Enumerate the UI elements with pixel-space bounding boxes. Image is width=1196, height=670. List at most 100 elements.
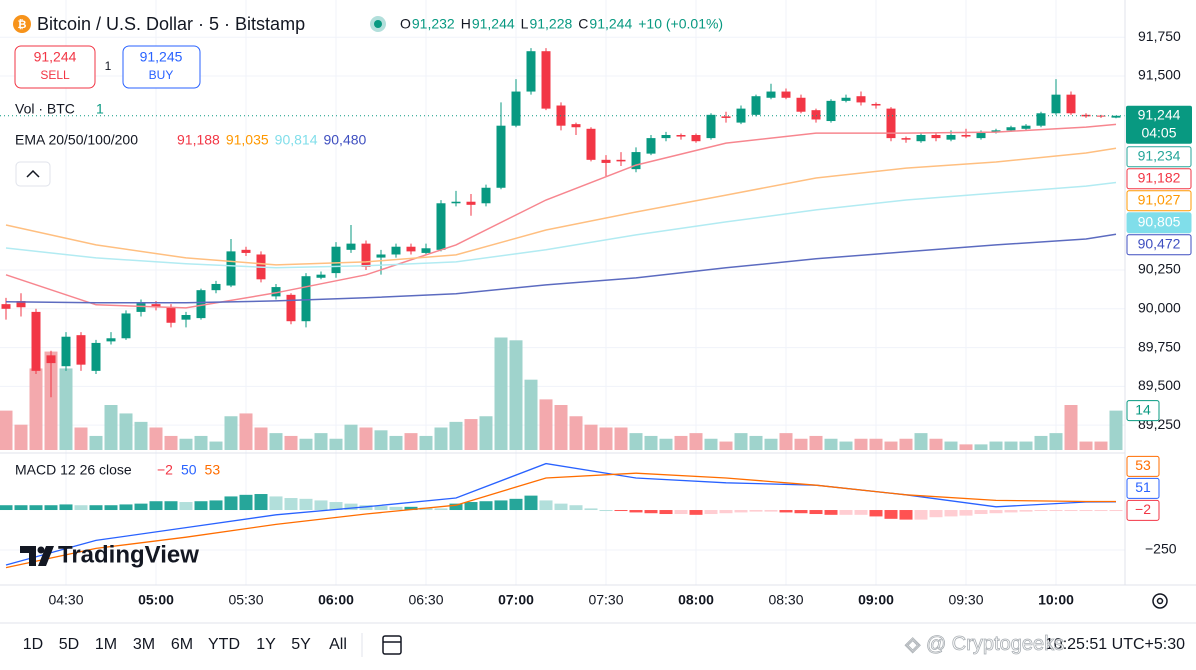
macd-histogram-bar: [1019, 510, 1033, 512]
macd-histogram-bar: [224, 496, 238, 511]
range-button[interactable]: All: [329, 636, 347, 653]
macd-label: 53: [1135, 457, 1151, 473]
candle-body: [436, 203, 446, 250]
candle-body: [931, 135, 941, 139]
sell-button[interactable]: [14, 45, 96, 89]
clock: 10:25:51 UTC+5:30: [1045, 636, 1185, 653]
volume-bar: [164, 435, 178, 450]
settings-icon-center[interactable]: [1156, 597, 1164, 605]
volume-bar: [914, 433, 928, 450]
candle-body: [1066, 94, 1076, 114]
macd-histogram-bar: [1034, 510, 1048, 512]
collapse-icon[interactable]: [26, 169, 40, 178]
ema-legend-value: 91,035: [226, 132, 269, 148]
macd-histogram-bar: [0, 505, 13, 511]
logo-mark-dot: [37, 546, 45, 554]
sell-label[interactable]: SELL: [40, 68, 70, 82]
macd-histogram-bar: [989, 510, 1003, 514]
buy-button[interactable]: [122, 45, 201, 89]
price-label-box: [1126, 212, 1192, 234]
macd-histogram-bar: [134, 503, 148, 511]
macd-histogram-bar: [689, 510, 703, 515]
candle-body: [166, 307, 176, 323]
coin-icon-glyph: ₿: [18, 19, 27, 31]
candle-body: [661, 135, 671, 139]
range-button[interactable]: 1Y: [256, 636, 276, 653]
range-button[interactable]: 3M: [133, 636, 155, 653]
candle-body: [511, 91, 521, 126]
volume-bar: [284, 435, 298, 450]
volume-bar: [299, 438, 313, 450]
macd-histogram-bar: [644, 510, 658, 514]
y-tick-label: 91,750: [1138, 28, 1181, 44]
macd-histogram-bar: [344, 503, 358, 511]
candle-body: [781, 91, 791, 98]
macd-histogram-bar: [359, 505, 373, 511]
macd-histogram-bar: [464, 502, 478, 511]
volume-bar: [944, 441, 958, 450]
candle-body: [46, 355, 56, 364]
macd-histogram-bar: [959, 510, 973, 516]
ohlc-value: 91,244: [589, 16, 632, 32]
volume-bar: [689, 433, 703, 450]
volume-bar: [209, 441, 223, 450]
volume-bar: [1109, 410, 1123, 450]
macd-histogram-bar: [824, 510, 838, 515]
range-button[interactable]: 5D: [59, 636, 79, 653]
y-tick-label: 89,500: [1138, 377, 1181, 393]
macd-histogram-bar: [539, 500, 553, 511]
ohlc-value: 91,232: [412, 16, 455, 32]
candle-body: [631, 152, 641, 170]
ema-legend: EMA 20/50/100/200: [15, 132, 138, 148]
x-tick-label: 04:30: [48, 592, 83, 608]
volume-bar: [179, 438, 193, 450]
range-button[interactable]: YTD: [208, 636, 240, 653]
macd-histogram-bar: [929, 510, 943, 518]
candle-body: [916, 135, 926, 142]
macd-histogram-bar: [854, 510, 868, 515]
buy-price[interactable]: 91,245: [140, 49, 183, 65]
ohlc-key: O: [400, 16, 411, 32]
volume-bar: [434, 427, 448, 450]
volume-bar: [314, 433, 328, 450]
volume-bar: [359, 427, 373, 450]
range-button[interactable]: 6M: [171, 636, 193, 653]
macd-histogram-bar: [329, 502, 343, 511]
y-tick-label: 90,000: [1138, 299, 1181, 315]
candle-body: [706, 114, 716, 139]
calendar-frame[interactable]: [382, 635, 402, 655]
sell-price[interactable]: 91,244: [34, 49, 77, 65]
price-label-box: [1126, 234, 1192, 256]
volume-bar: [149, 427, 163, 450]
macd-histogram-bar: [884, 510, 898, 519]
calendar-icon[interactable]: [382, 635, 402, 655]
volume-bar: [569, 416, 583, 450]
macd-histogram-bar: [284, 498, 298, 511]
ohlc: O 91,232 H 91,244 L 91,228 C 91,244 +10 (+0.01%): [400, 16, 723, 32]
volume-bar: [614, 427, 628, 450]
macd-pane: [0, 462, 1123, 569]
volume-bar: [644, 435, 658, 450]
macd-histogram-bar: [554, 503, 568, 511]
buy-label[interactable]: BUY: [149, 68, 174, 82]
macd-histogram-bar: [674, 510, 688, 515]
range-button[interactable]: 1D: [23, 636, 43, 653]
range-button[interactable]: 5Y: [291, 636, 311, 653]
macd-histogram-bar: [434, 508, 448, 511]
volume-bar: [224, 416, 238, 450]
volume-bar: [329, 438, 343, 450]
x-tick-label: 10:00: [1038, 592, 1074, 608]
range-button[interactable]: 1M: [95, 636, 117, 653]
collapse-button[interactable]: [15, 161, 51, 187]
volume-bar: [509, 340, 523, 450]
settings-icon[interactable]: [1152, 593, 1168, 609]
macd-histogram-bar: [704, 510, 718, 515]
logo-text: TradingView: [58, 541, 199, 568]
macd-histogram-bar: [599, 510, 613, 512]
volume-bar: [494, 337, 508, 450]
volume-bar: [554, 405, 568, 450]
candle-body: [586, 128, 596, 160]
candle-body: [991, 130, 1001, 132]
macd-histogram-bar: [524, 495, 538, 511]
macd-histogram-bar: [89, 505, 103, 511]
